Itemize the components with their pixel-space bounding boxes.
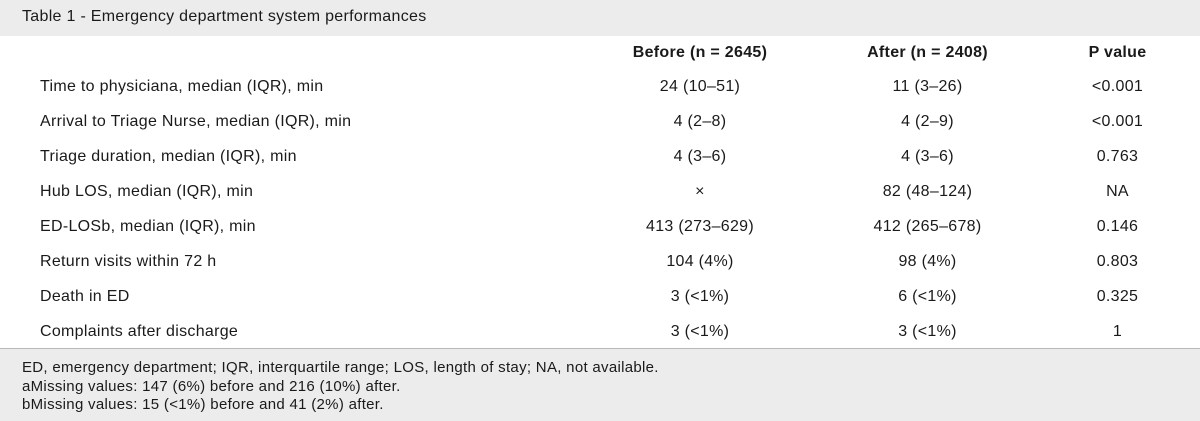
before-value: 104 (4%)	[666, 252, 734, 270]
header-before: Before (n = 2645)	[632, 43, 768, 61]
before-value: ×	[695, 182, 705, 200]
footnote-b: bMissing values: 15 (<1%) before and 41 …	[22, 396, 384, 413]
table-row: Return visits within 72 h 104 (4%) 98 (4…	[0, 244, 1200, 279]
footnote-a: aMissing values: 147 (6%) before and 216…	[22, 378, 401, 395]
after-value: 11 (3–26)	[892, 77, 963, 95]
after-value: 6 (<1%)	[898, 287, 957, 305]
p-value: 0.803	[1096, 252, 1139, 270]
row-label: Return visits within 72 h	[40, 252, 217, 270]
footnote-abbreviations: ED, emergency department; IQR, interquar…	[22, 359, 659, 376]
p-value: NA	[1106, 182, 1129, 200]
before-value: 413 (273–629)	[646, 217, 754, 235]
row-label: Triage duration, median (IQR), min	[40, 147, 297, 165]
row-label: Hub LOS, median (IQR), min	[40, 182, 254, 200]
header-measure	[0, 36, 580, 69]
after-value: 4 (2–9)	[901, 112, 954, 130]
table-row: Time to physiciana, median (IQR), min 24…	[0, 69, 1200, 104]
after-value: 412 (265–678)	[873, 217, 982, 235]
table-row: Arrival to Triage Nurse, median (IQR), m…	[0, 104, 1200, 139]
table-row: Triage duration, median (IQR), min 4 (3–…	[0, 139, 1200, 174]
header-after: After (n = 2408)	[867, 43, 988, 61]
row-label: Death in ED	[40, 287, 130, 305]
row-label: Complaints after discharge	[40, 322, 239, 340]
after-value: 3 (<1%)	[898, 322, 957, 340]
row-label: Arrival to Triage Nurse, median (IQR), m…	[40, 112, 352, 130]
before-value: 3 (<1%)	[670, 287, 730, 305]
after-value: 4 (3–6)	[901, 147, 954, 165]
table-footnotes: ED, emergency department; IQR, interquar…	[0, 348, 1200, 421]
table-container: Before (n = 2645) After (n = 2408) P val…	[0, 36, 1200, 344]
table-title-bar: Table 1 - Emergency department system pe…	[0, 0, 1200, 36]
after-value: 82 (48–124)	[882, 182, 973, 200]
before-value: 4 (3–6)	[673, 147, 727, 165]
header-row: Before (n = 2645) After (n = 2408) P val…	[0, 36, 1200, 69]
performance-table: Before (n = 2645) After (n = 2408) P val…	[0, 36, 1200, 349]
table-title: Table 1 - Emergency department system pe…	[22, 8, 427, 25]
before-value: 3 (<1%)	[670, 322, 730, 340]
row-label: ED-LOSb, median (IQR), min	[40, 217, 256, 235]
table-row: Death in ED 3 (<1%) 6 (<1%) 0.325	[0, 279, 1200, 314]
before-value: 4 (2–8)	[673, 112, 727, 130]
table-row: ED-LOSb, median (IQR), min 413 (273–629)…	[0, 209, 1200, 244]
header-p-value: P value	[1088, 43, 1147, 61]
table-row: Hub LOS, median (IQR), min × 82 (48–124)…	[0, 174, 1200, 209]
row-label: Time to physiciana, median (IQR), min	[40, 77, 324, 95]
p-value: 0.325	[1096, 287, 1139, 305]
p-value: 0.763	[1096, 147, 1139, 165]
p-value: <0.001	[1091, 112, 1144, 130]
table-row: Complaints after discharge 3 (<1%) 3 (<1…	[0, 314, 1200, 349]
before-value: 24 (10–51)	[659, 77, 741, 95]
p-value: <0.001	[1091, 77, 1144, 95]
p-value: 0.146	[1096, 217, 1139, 235]
p-value: 1	[1112, 322, 1123, 340]
after-value: 98 (4%)	[898, 252, 957, 270]
